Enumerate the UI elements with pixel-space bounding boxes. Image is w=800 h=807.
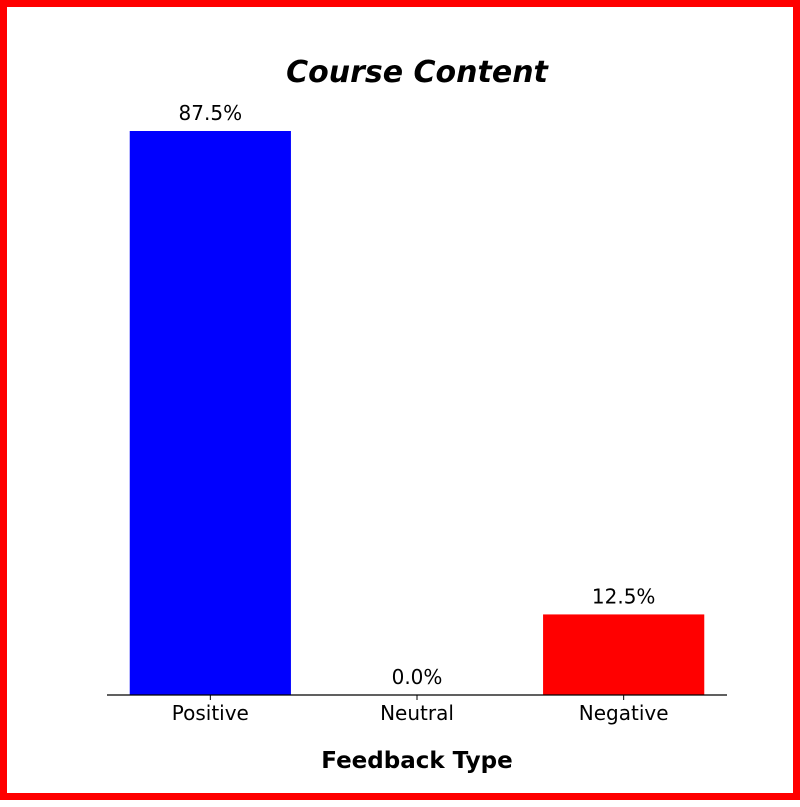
x-axis-label: Feedback Type	[321, 748, 512, 774]
data-label-negative: 12.5%	[592, 584, 656, 608]
bar-positive	[129, 131, 291, 695]
x-tick-label-neutral: Neutral	[380, 701, 454, 725]
bars-group	[129, 131, 705, 695]
bar-negative	[543, 614, 705, 695]
x-ticks-group: Positive Neutral Negative	[172, 695, 669, 725]
x-tick-label-negative: Negative	[579, 701, 669, 725]
data-label-neutral: 0.0%	[392, 665, 443, 689]
data-label-positive: 87.5%	[179, 101, 243, 125]
bar-chart: Course Content 87.5% 0.0% 12.5% Positive Ne…	[107, 55, 727, 774]
data-labels-group: 87.5% 0.0% 12.5%	[179, 101, 656, 689]
chart-title: Course Content	[286, 55, 549, 90]
x-tick-label-positive: Positive	[172, 701, 249, 725]
